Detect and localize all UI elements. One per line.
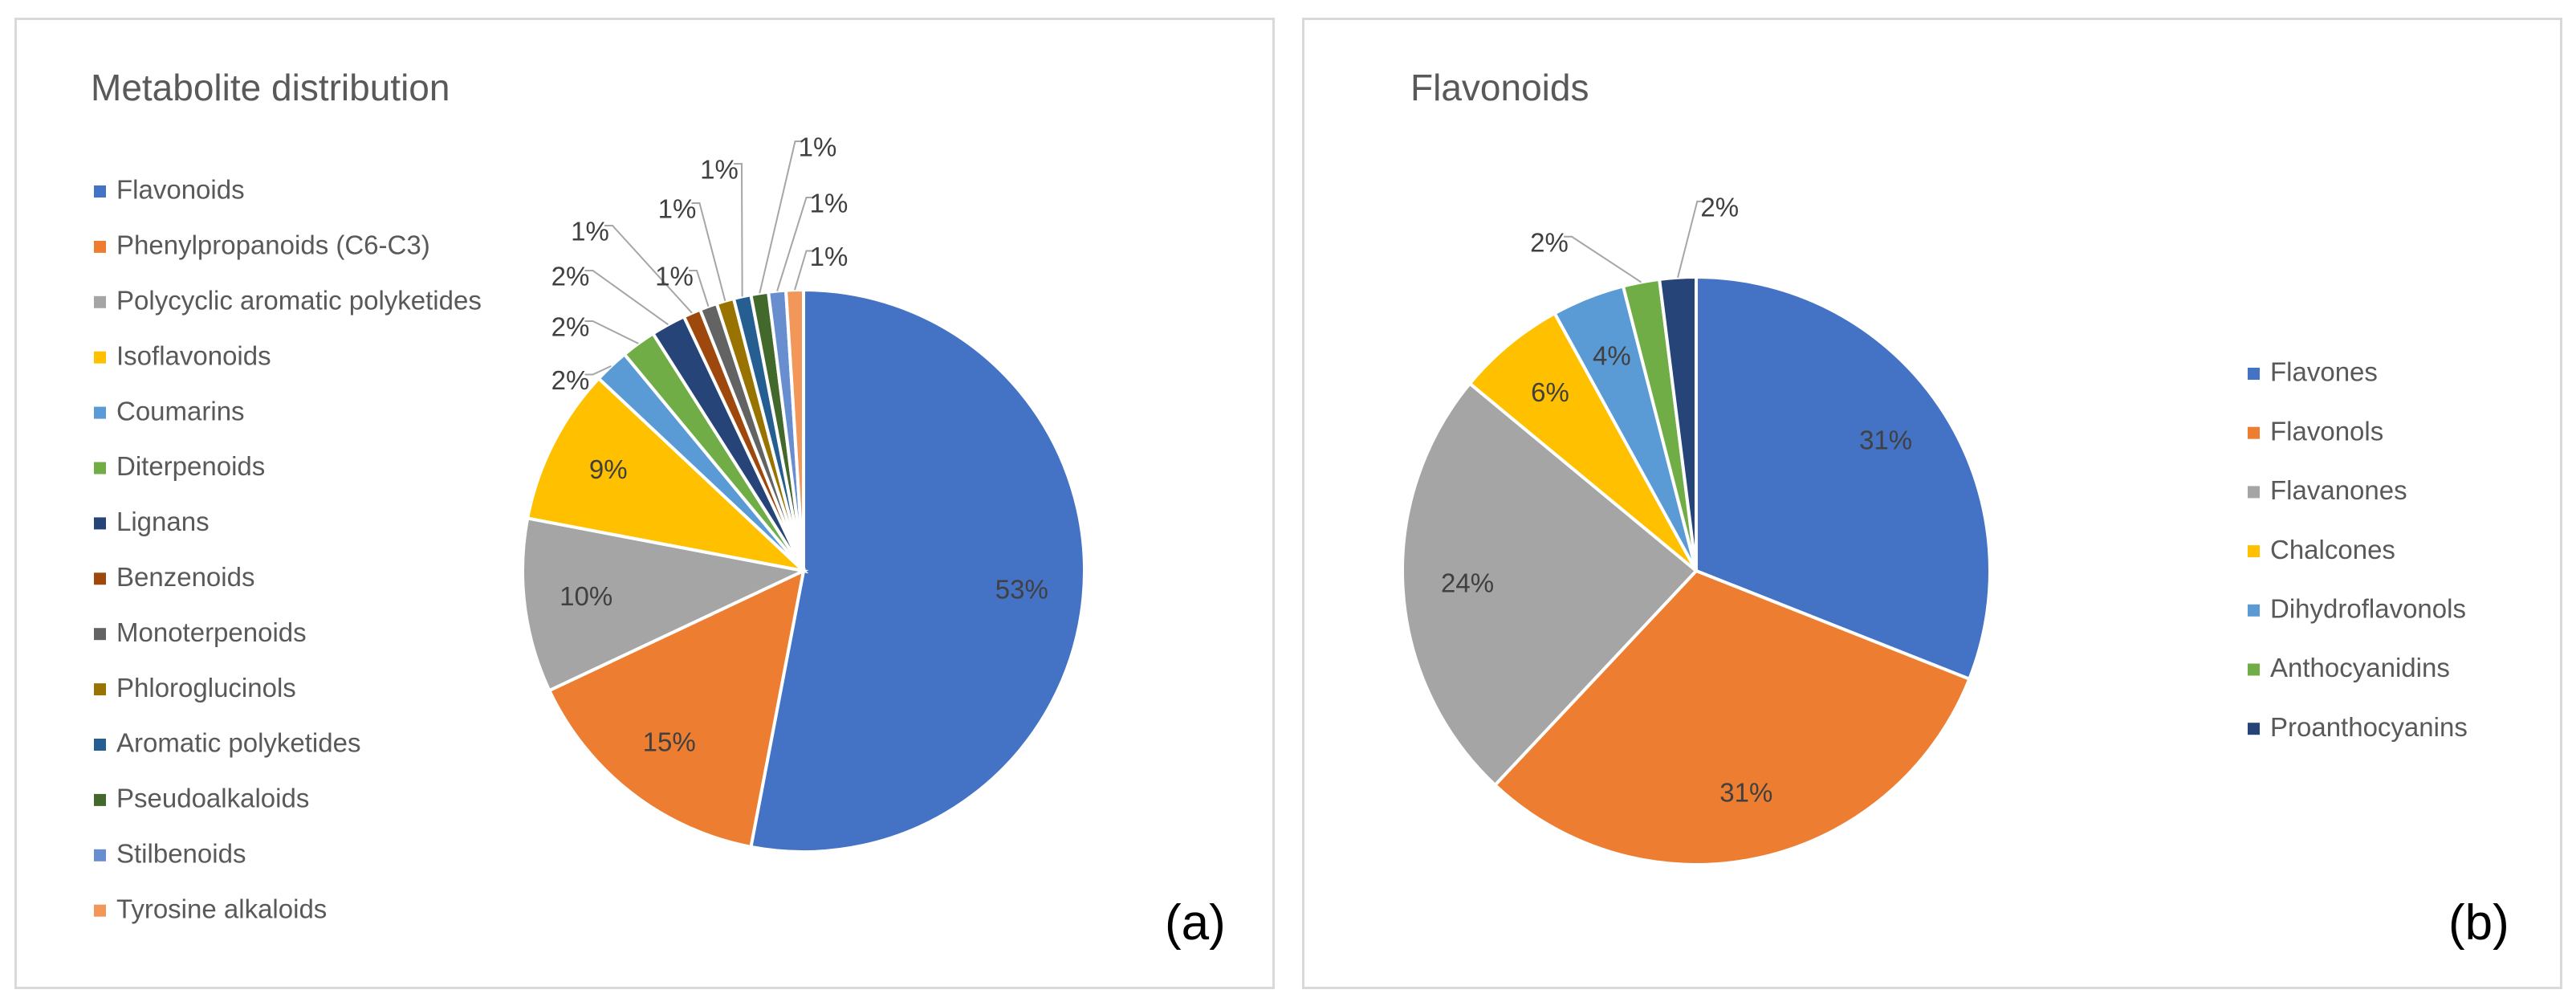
legend-swatch-diterpenoids xyxy=(94,462,106,474)
legend-item-polycyclic-aromatic-polyketides: Polycyclic aromatic polyketides xyxy=(116,286,482,316)
legend-item-anthocyanidins: Anthocyanidins xyxy=(2270,653,2450,682)
pie-slice-flavones xyxy=(1695,275,1992,682)
leader-line xyxy=(604,225,693,314)
legend-item-stilbenoids: Stilbenoids xyxy=(116,839,246,869)
data-label-tyrosine-alkaloids: 1% xyxy=(810,242,848,271)
legend-swatch-flavones xyxy=(2248,368,2260,380)
legend-item-flavonols: Flavonols xyxy=(2270,416,2383,446)
legend-item-proanthocyanins: Proanthocyanins xyxy=(2270,712,2468,742)
legend-item-dihydroflavonols: Dihydroflavonols xyxy=(2270,594,2466,624)
pie-slice-flavanones xyxy=(1401,381,1699,788)
legend-swatch-flavonols xyxy=(2248,426,2260,439)
legend-swatch-chalcones xyxy=(2248,545,2260,558)
legend-swatch-phenylpropanoids-c6-c3 xyxy=(94,240,106,253)
legend-item-benzenoids: Benzenoids xyxy=(116,562,254,592)
leader-line xyxy=(1677,200,1706,278)
data-label-isoflavonoids: 9% xyxy=(589,454,628,484)
legend-swatch-dihydroflavonols xyxy=(2248,604,2260,617)
data-label-stilbenoids: 1% xyxy=(810,189,848,218)
legend-item-flavanones: Flavanones xyxy=(2270,475,2407,505)
pie-slice-isoflavonoids xyxy=(525,376,809,574)
leader-line xyxy=(794,250,815,291)
chart-title: Flavonoids xyxy=(1410,67,1589,108)
legend-swatch-stilbenoids xyxy=(94,849,106,861)
leader-line xyxy=(1564,235,1642,283)
leader-line xyxy=(776,197,815,291)
pie-slice-tyrosine-alkaloids xyxy=(783,287,805,572)
legend-swatch-benzenoids xyxy=(94,572,106,585)
data-label-flavones: 31% xyxy=(1859,425,1912,454)
legend-item-coumarins: Coumarins xyxy=(116,396,245,426)
chart-title: Metabolite distribution xyxy=(91,67,450,108)
data-label-aromatic-polyketides: 1% xyxy=(700,155,739,185)
leader-line xyxy=(734,163,743,297)
data-label-monoterpenoids: 1% xyxy=(655,262,694,291)
legend-item-phenylpropanoids-c6-c3: Phenylpropanoids (C6-C3) xyxy=(116,230,430,260)
data-label-anthocyanidins: 2% xyxy=(1530,227,1569,257)
legend-item-pseudoalkaloids: Pseudoalkaloids xyxy=(116,784,309,813)
legend-item-aromatic-polyketides: Aromatic polyketides xyxy=(116,728,360,758)
data-label-chalcones: 6% xyxy=(1531,377,1569,407)
leader-line xyxy=(689,270,710,307)
panel-label: (b) xyxy=(2448,895,2509,951)
legend-swatch-coumarins xyxy=(94,406,106,419)
data-label-pseudoalkaloids: 1% xyxy=(799,132,837,162)
legend-swatch-lignans xyxy=(94,517,106,530)
leader-line xyxy=(584,320,639,344)
flavonoids-pie-chart: Flavonoids (b) 31% 31% 24% 6% 4% 2% 2% Flavone… xyxy=(1401,67,2509,951)
pie-slice-polycyclic-aromatic-polyketides xyxy=(521,516,809,693)
legend-swatch-flavonoids xyxy=(94,185,106,198)
data-label-phenylpropanoids-c6-c3: 15% xyxy=(643,727,696,756)
chart-panel-b: Flavonoids (b) 31% 31% 24% 6% 4% 2% 2% Flavone… xyxy=(1302,18,2562,989)
pie-slice-flavonols xyxy=(1492,568,1972,866)
panel-label: (a) xyxy=(1165,895,1226,951)
data-label-flavanones: 24% xyxy=(1441,568,1494,598)
legend-item-diterpenoids: Diterpenoids xyxy=(116,451,265,481)
leader-line xyxy=(584,270,669,326)
chart-panel-a: Metabolite distribution (a) 53% 15% 10% 9% 2… xyxy=(14,18,1275,989)
data-label-coumarins: 2% xyxy=(551,365,590,395)
data-label-benzenoids: 1% xyxy=(571,217,609,246)
leader-line xyxy=(584,365,612,376)
pie-slice-proanthocyanins xyxy=(1657,275,1698,572)
legend-item-monoterpenoids: Monoterpenoids xyxy=(116,617,307,647)
leader-line xyxy=(691,202,726,302)
leader-line xyxy=(759,141,804,294)
legend-swatch-tyrosine-alkaloids xyxy=(94,904,106,917)
legend-item-chalcones: Chalcones xyxy=(2270,535,2395,564)
pie-slice-chalcones xyxy=(1467,311,1698,572)
legend-item-flavones: Flavones xyxy=(2270,357,2378,387)
data-label-phloroglucinols: 1% xyxy=(658,194,697,224)
data-label-diterpenoids: 2% xyxy=(551,312,590,342)
data-label-flavonoids: 53% xyxy=(995,574,1048,604)
pie-slice-phenylpropanoids-c6-c3 xyxy=(547,568,806,849)
data-label-dihydroflavonols: 4% xyxy=(1593,340,1631,370)
legend-item-lignans: Lignans xyxy=(116,507,210,536)
data-label-lignans: 2% xyxy=(551,262,590,291)
legend-swatch-monoterpenoids xyxy=(94,628,106,641)
legend-item-flavonoids: Flavonoids xyxy=(116,175,245,205)
metabolite-pie-chart: Metabolite distribution (a) 53% 15% 10% 9% 2… xyxy=(91,67,1226,951)
legend-swatch-phloroglucinols xyxy=(94,683,106,696)
data-label-polycyclic-aromatic-polyketides: 10% xyxy=(560,581,612,611)
legend-swatch-pseudoalkaloids xyxy=(94,793,106,806)
legend-item-phloroglucinols: Phloroglucinols xyxy=(116,673,296,703)
pie-slice-flavonoids xyxy=(749,287,1086,853)
legend-swatch-aromatic-polyketides xyxy=(94,739,106,751)
legend-swatch-polycyclic-aromatic-polyketides xyxy=(94,295,106,308)
legend-swatch-flavanones xyxy=(2248,486,2260,499)
legend-swatch-anthocyanidins xyxy=(2248,663,2260,676)
legend-item-tyrosine-alkaloids: Tyrosine alkaloids xyxy=(116,894,327,923)
legend-swatch-isoflavonoids xyxy=(94,351,106,364)
legend-swatch-proanthocyanins xyxy=(2248,723,2260,735)
data-label-flavonols: 31% xyxy=(1719,777,1772,807)
data-label-proanthocyanins: 2% xyxy=(1700,193,1739,222)
legend-item-isoflavonoids: Isoflavonoids xyxy=(116,340,271,370)
